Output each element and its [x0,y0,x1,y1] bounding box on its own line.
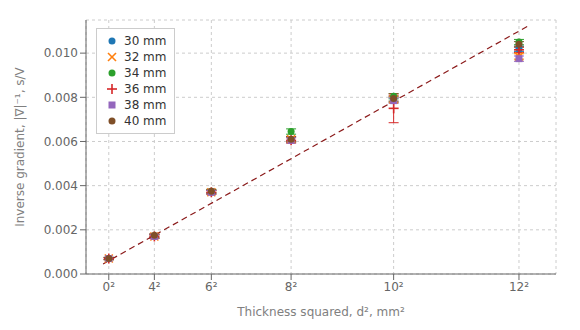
svg-text:4²: 4² [148,280,161,294]
html-text:38 mm: 38 mm [124,98,167,112]
svg-text:12²: 12² [509,280,529,294]
html-text:32 mm: 32 mm [124,50,167,64]
svg-text:0²: 0² [103,280,116,294]
svg-text:Inverse gradient, |∇|⁻¹, s/V: Inverse gradient, |∇|⁻¹, s/V [13,66,27,226]
svg-text:0.010: 0.010 [44,46,78,60]
svg-text:8²: 8² [285,280,298,294]
html-text:30 mm: 30 mm [124,34,167,48]
svg-text:0.002: 0.002 [44,223,78,237]
svg-text:10²: 10² [384,280,404,294]
svg-text:0.000: 0.000 [44,267,78,281]
html-text:40 mm: 40 mm [124,114,167,128]
svg-text:0.004: 0.004 [44,179,78,193]
svg-text:Thickness squared, d², mm²: Thickness squared, d², mm² [236,305,405,319]
svg-text:0.006: 0.006 [44,135,78,149]
svg-text:6²: 6² [205,280,218,294]
html-text:36 mm: 36 mm [124,82,167,96]
html-text:34 mm: 34 mm [124,66,167,80]
svg-text:0.008: 0.008 [44,91,78,105]
